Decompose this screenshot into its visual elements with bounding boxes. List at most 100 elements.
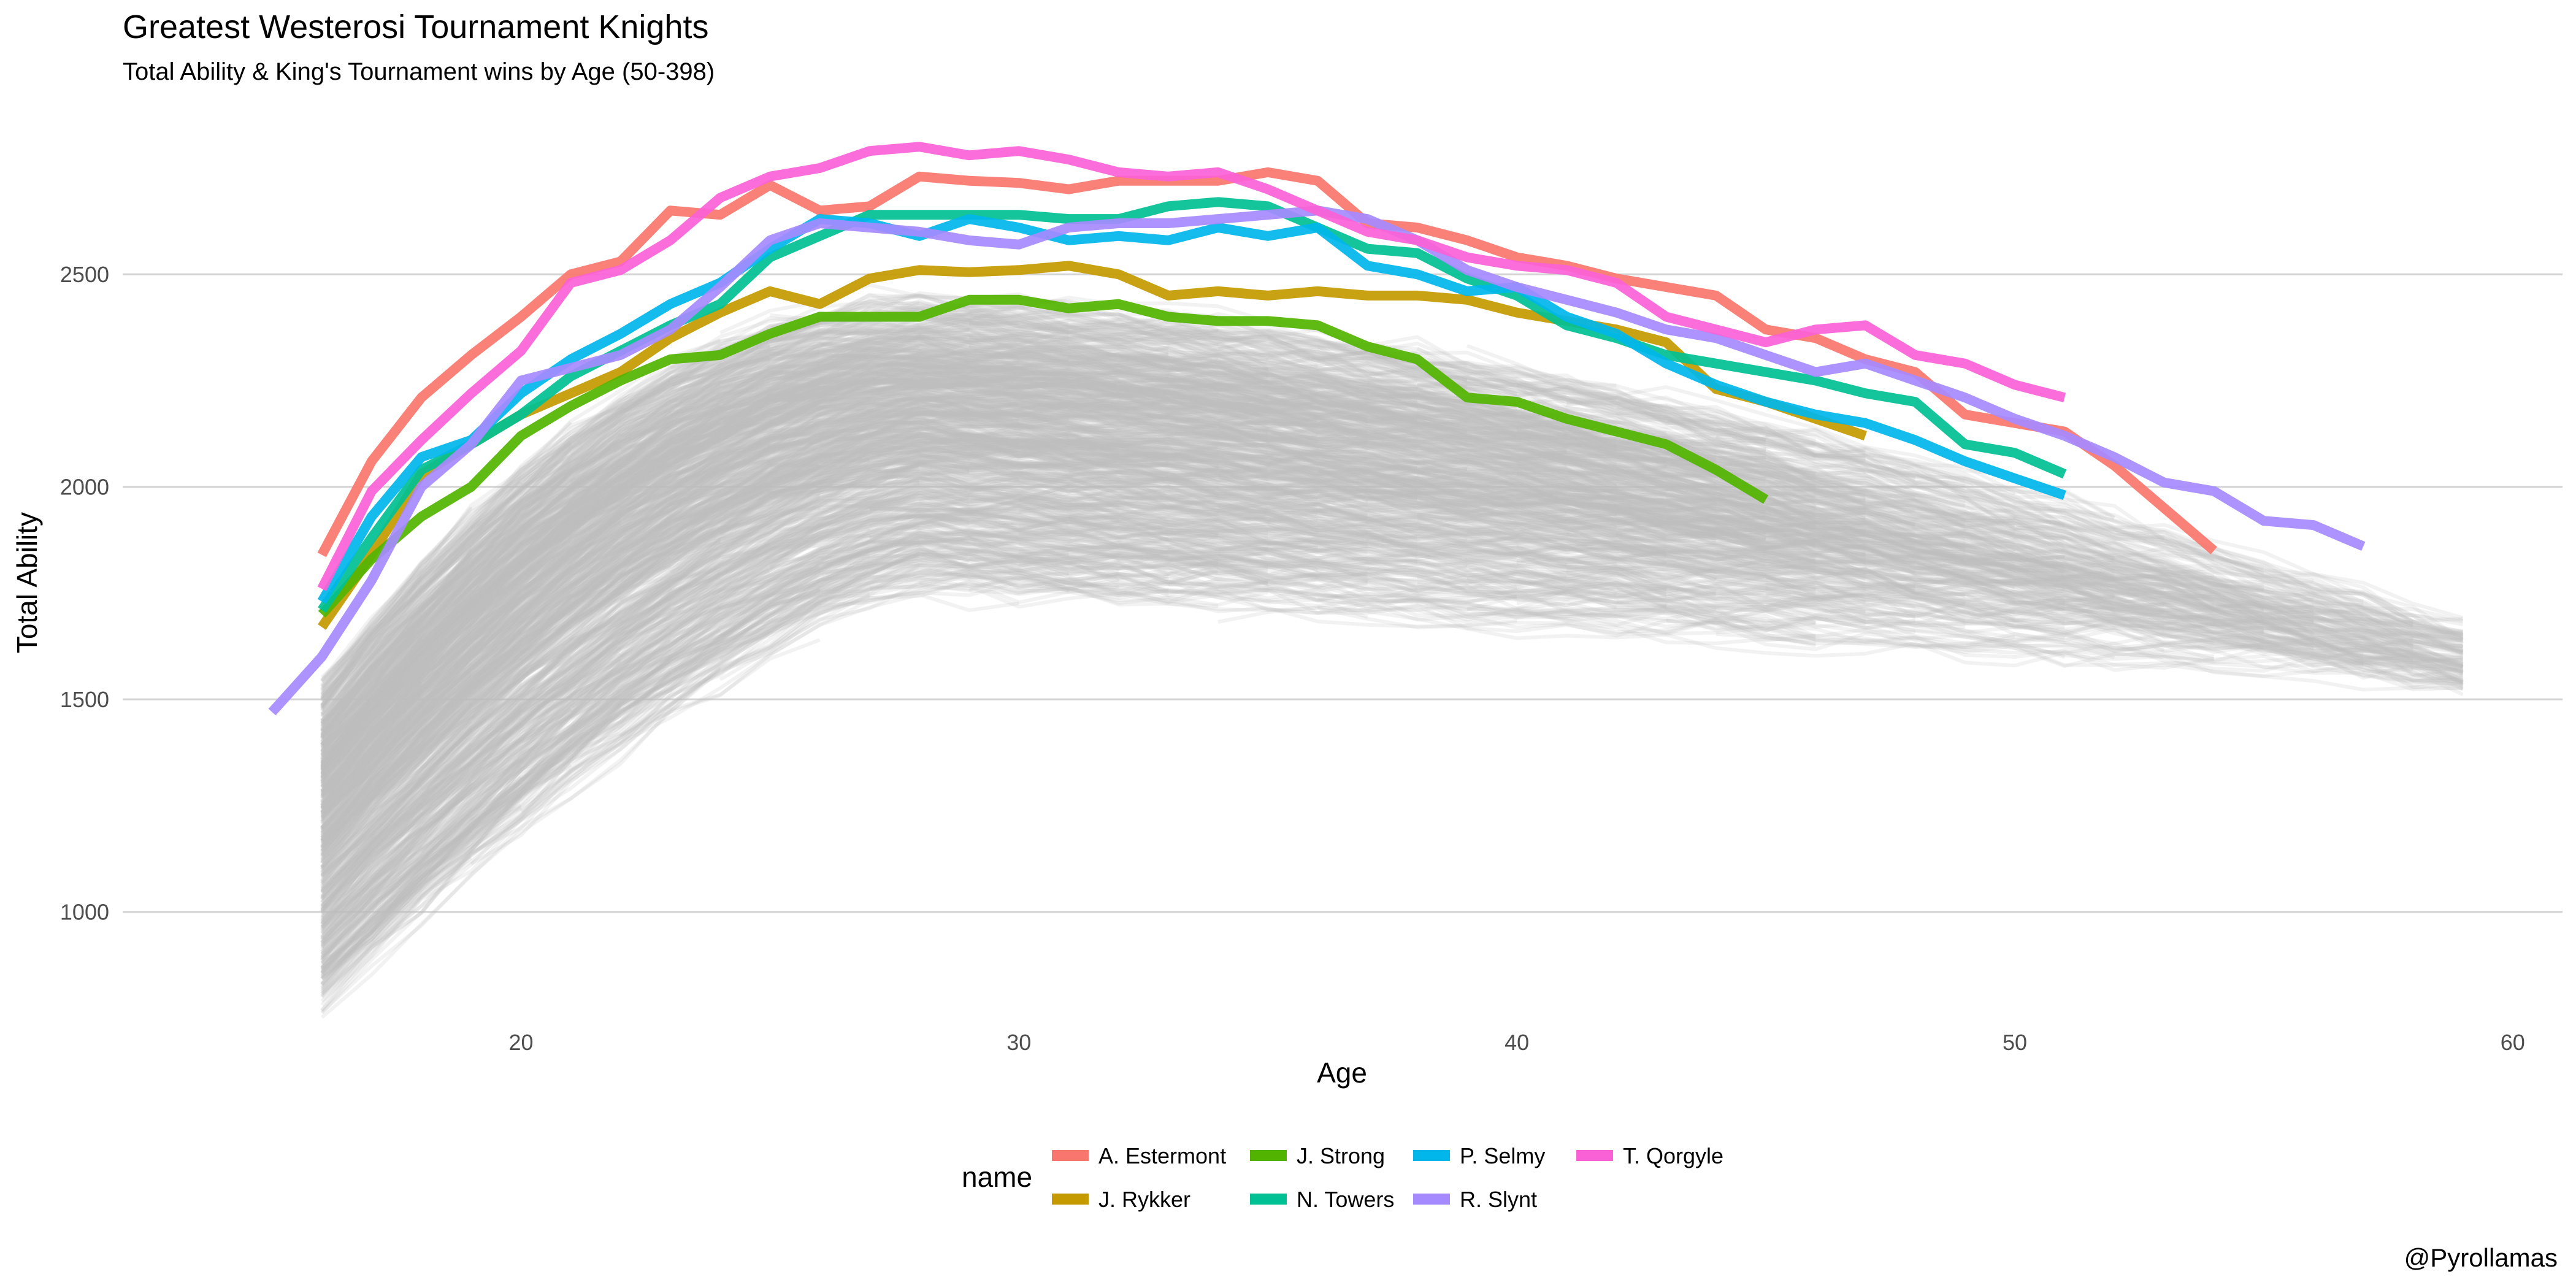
background-line <box>320 369 970 751</box>
background-line <box>320 604 473 758</box>
background-line <box>1018 367 2265 591</box>
background-line <box>320 707 572 943</box>
x-tick-label: 40 <box>1505 1030 1529 1055</box>
background-line <box>1417 427 2464 675</box>
background-line <box>320 371 821 745</box>
background-line <box>320 391 1568 797</box>
background-line <box>370 575 622 792</box>
background-line <box>320 374 1468 783</box>
background-line <box>320 576 721 912</box>
background-line <box>1765 435 2464 649</box>
background-line <box>1367 549 1816 599</box>
background-line <box>320 337 1517 740</box>
background-line <box>918 413 2165 575</box>
background-line <box>320 811 423 907</box>
background-line <box>320 334 1667 726</box>
background-line <box>320 416 1517 819</box>
background-line <box>869 493 1766 559</box>
background-line <box>1317 402 2464 637</box>
background-line <box>320 359 1817 769</box>
background-line <box>320 665 572 911</box>
background-line <box>320 437 1766 849</box>
background-line <box>320 408 1766 809</box>
background-line <box>769 453 1418 508</box>
background-line <box>320 385 1816 775</box>
background-line <box>320 356 970 753</box>
background-line <box>320 508 1417 922</box>
background-line <box>1466 524 2463 641</box>
background-line <box>320 303 1866 688</box>
background-line <box>968 335 1070 351</box>
background-line <box>1516 497 2165 591</box>
background-line <box>1566 488 2463 664</box>
background-line <box>320 399 1617 809</box>
background-line <box>320 615 523 837</box>
background-line <box>320 385 1816 789</box>
background-line <box>320 577 1119 998</box>
background-line <box>320 439 1169 843</box>
background-line <box>1068 354 1667 449</box>
background-line <box>719 442 1966 573</box>
background-line <box>1019 534 1666 592</box>
background-line <box>470 582 1517 866</box>
background-line <box>320 554 1169 974</box>
background-line <box>1267 336 2464 642</box>
background-line <box>320 648 423 781</box>
background-line <box>819 408 970 448</box>
background-line <box>320 361 1368 761</box>
background-line <box>320 498 1866 908</box>
background-line <box>919 361 1418 422</box>
background-line <box>769 408 1468 475</box>
background-line <box>320 318 1219 716</box>
background-line <box>320 546 1368 970</box>
background-line <box>320 436 1169 833</box>
background-line <box>320 401 1617 807</box>
background-line <box>1068 407 1717 507</box>
background-line <box>1168 363 1617 445</box>
background-line <box>320 326 1817 726</box>
background-line <box>320 553 1617 978</box>
y-axis-label: Total Ability <box>11 512 43 653</box>
background-line <box>320 593 572 834</box>
background-line <box>320 392 1069 810</box>
background-line <box>719 581 2215 681</box>
background-line <box>1466 570 1667 597</box>
background-line <box>320 461 1816 876</box>
background-line <box>719 312 1468 382</box>
background-line <box>320 303 1767 690</box>
background-line <box>320 396 1816 788</box>
background-line <box>869 529 1418 569</box>
background-line <box>320 429 1717 848</box>
background-line <box>320 351 870 743</box>
background-line <box>1666 487 2464 653</box>
background-line <box>819 527 2264 653</box>
background-line <box>968 462 2314 608</box>
background-line <box>320 391 970 780</box>
background-line <box>1765 581 2464 672</box>
background-line <box>1666 416 2015 496</box>
background-line <box>320 472 672 797</box>
background-line <box>320 406 1169 822</box>
background-line <box>320 397 1070 783</box>
y-tick-label: 2500 <box>60 262 109 287</box>
background-line <box>320 521 1119 933</box>
background-line <box>320 548 1319 959</box>
background-line <box>1765 578 2413 674</box>
background-line <box>320 558 473 730</box>
background-line <box>1566 430 2464 643</box>
background-line <box>320 344 1268 746</box>
background-line <box>1367 485 2463 677</box>
background-line <box>320 331 1368 717</box>
background-line <box>320 491 1816 914</box>
background-line <box>320 648 473 819</box>
background-line <box>1466 475 2115 573</box>
background-line <box>1367 561 1915 619</box>
background-line <box>320 500 1119 926</box>
background-line <box>320 450 919 846</box>
background-line <box>320 353 920 743</box>
chart-subtitle: Total Ability & King's Tournament wins b… <box>123 58 715 85</box>
background-line <box>320 394 1119 803</box>
background-line <box>1168 410 1866 535</box>
background-line <box>320 339 1219 746</box>
background-line <box>320 352 1666 749</box>
